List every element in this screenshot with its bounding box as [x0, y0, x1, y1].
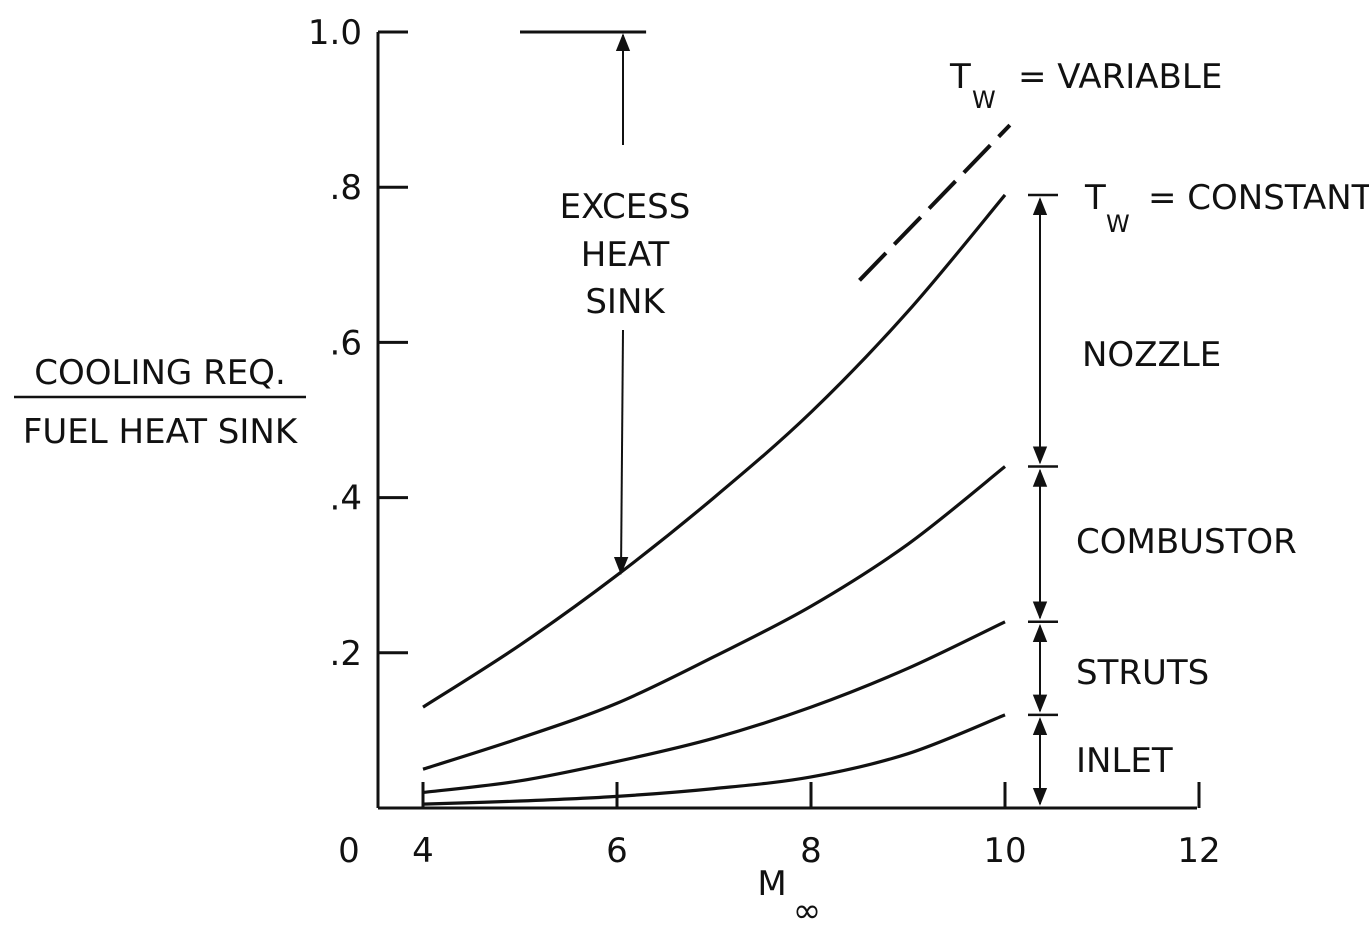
excess-label-3: SINK: [585, 282, 666, 322]
band-label-inlet: INLET: [1076, 741, 1173, 781]
series-line: [422, 620, 1006, 795]
y-axis-label-denominator: FUEL HEAT SINK: [23, 412, 299, 452]
x-ticks: 0 4 6 8 10 12: [338, 782, 1221, 871]
x-tick-label: 4: [412, 831, 434, 871]
tw-constant-prefix: T: [1084, 178, 1106, 218]
tw-constant-text: = CONSTANT: [1148, 178, 1369, 218]
excess-label-1: EXCESS: [560, 187, 691, 227]
band-label-nozzle: NOZZLE: [1082, 335, 1221, 375]
series-line: [422, 193, 1007, 709]
y-tick-label: .6: [330, 323, 362, 363]
y-ticks: .2 .4 .6 .8 1.0: [308, 13, 408, 674]
y-tick-label: .4: [330, 479, 362, 519]
excess-label-2: HEAT: [581, 235, 670, 275]
x-tick-label: 10: [983, 831, 1026, 871]
excess-arrow-down: [613, 329, 629, 575]
series-line: [422, 713, 1006, 806]
annotations: T W = VARIABLE T W = CONSTANT EXCESS HEA…: [520, 30, 1369, 810]
tw-variable-prefix: T: [949, 57, 971, 97]
x-tick-label: 12: [1177, 831, 1220, 871]
x-axis-label-sub: ∞: [793, 891, 821, 931]
x-axis-label: M: [757, 864, 786, 904]
variable-wall-temp-line: [858, 123, 1012, 282]
band-label-struts: STRUTS: [1076, 653, 1209, 693]
band-label-combustor: COMBUSTOR: [1076, 522, 1297, 562]
tw-variable-text: = VARIABLE: [1018, 57, 1222, 97]
series-group: [422, 123, 1012, 806]
x-tick-label: 6: [606, 831, 628, 871]
series-line: [422, 465, 1006, 771]
y-axis-label-numerator: COOLING REQ.: [34, 353, 286, 393]
tw-variable-sub: W: [972, 86, 996, 114]
y-tick-label: .2: [330, 634, 362, 674]
y-tick-label: 1.0: [308, 13, 362, 53]
tw-constant-sub: W: [1106, 210, 1130, 238]
x-tick-label: 8: [800, 831, 822, 871]
x-origin-label: 0: [338, 831, 360, 871]
y-tick-label: .8: [330, 168, 362, 208]
